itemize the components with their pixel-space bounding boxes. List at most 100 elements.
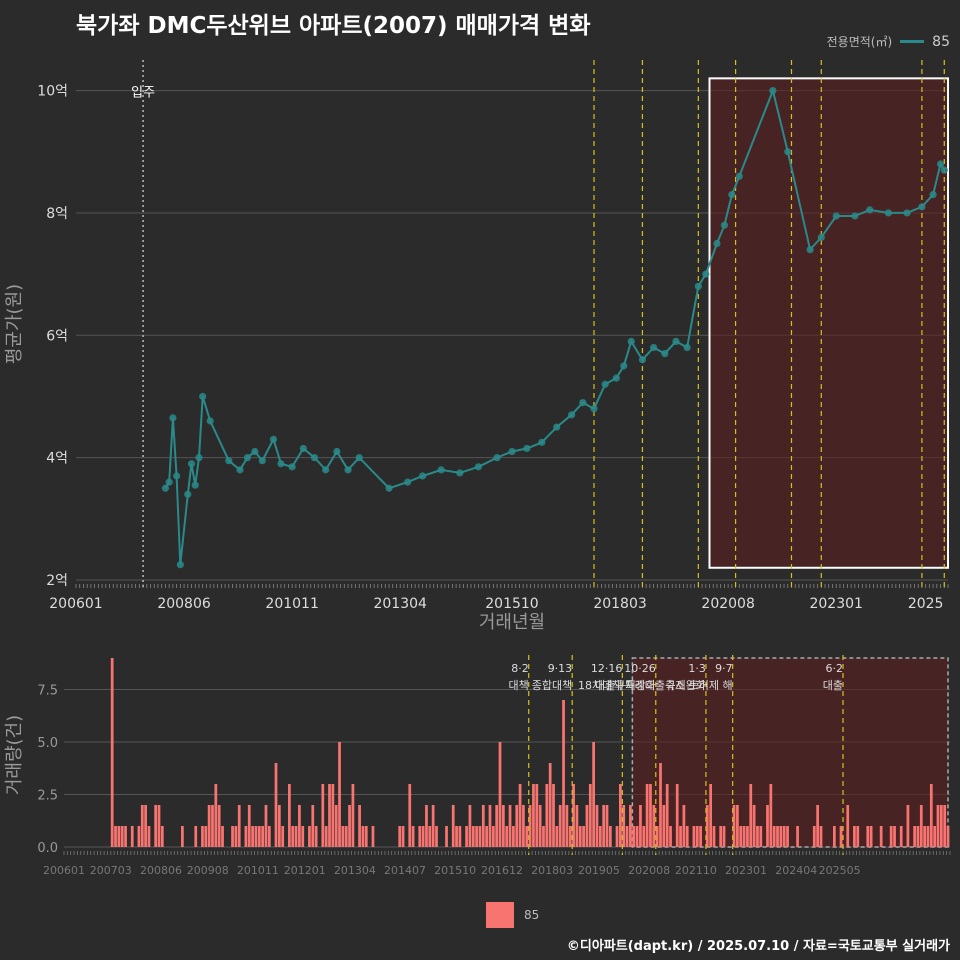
volume-bar: [933, 826, 937, 847]
volume-bar: [344, 826, 348, 847]
volume-bar: [562, 700, 565, 847]
volume-bar: [301, 826, 305, 847]
policy-date-label: 8·2: [511, 662, 529, 675]
volume-bar: [705, 805, 709, 847]
bottom-x-tick-label: 201803: [531, 864, 573, 877]
volume-bar: [572, 784, 575, 847]
price-point: [918, 203, 926, 211]
move-in-label: 입주: [131, 86, 155, 101]
volume-bar: [341, 826, 345, 847]
volume-bar: [929, 784, 933, 847]
volume-bar: [538, 805, 542, 847]
top-y-tick-label: 10억: [37, 84, 68, 100]
policy-name-label: 규제완화: [665, 679, 705, 692]
volume-bar: [853, 826, 856, 847]
volume-bar: [331, 784, 335, 847]
bottom-x-tick-label: 201407: [384, 864, 426, 877]
volume-bar: [207, 805, 211, 847]
volume-bar: [324, 826, 328, 847]
top-x-tick-label: 200806: [157, 596, 211, 612]
volume-bar: [578, 826, 582, 847]
volume-bar: [518, 784, 522, 847]
volume-bar: [832, 826, 836, 847]
volume-bar: [659, 763, 662, 847]
policy-date-label: 10·26: [624, 662, 656, 675]
volume-bar: [879, 826, 883, 847]
volume-bar: [194, 826, 198, 847]
price-point: [769, 86, 777, 95]
volume-bar: [257, 826, 261, 847]
volume-bar: [267, 826, 271, 847]
legend-bottom: 85: [486, 902, 539, 928]
volume-bar: [592, 742, 595, 847]
price-point: [299, 444, 307, 453]
volume-bar: [635, 826, 639, 847]
volume-bar: [769, 784, 773, 847]
price-point: [176, 561, 184, 569]
volume-bar: [923, 826, 926, 847]
volume-bar: [498, 742, 502, 847]
volume-bar: [916, 826, 920, 847]
price-point: [165, 478, 173, 486]
volume-bar: [451, 805, 455, 847]
volume-bar: [468, 805, 472, 847]
price-point: [173, 472, 181, 480]
volume-bar: [772, 826, 776, 847]
volume-bar: [217, 805, 221, 847]
top-x-tick-label: 201011: [265, 596, 318, 612]
price-point: [832, 212, 840, 220]
price-point: [243, 454, 252, 462]
highlight-region: [708, 77, 949, 569]
volume-bar: [425, 805, 428, 847]
volume-bar: [308, 826, 311, 847]
volume-bar: [321, 784, 325, 847]
volume-bar: [608, 826, 612, 847]
price-point: [903, 209, 911, 217]
price-point: [884, 209, 892, 217]
price-point: [713, 239, 721, 248]
volume-bar: [398, 826, 402, 847]
price-point: [683, 343, 691, 352]
volume-bar: [565, 805, 569, 847]
volume-bar: [501, 805, 505, 847]
volume-bar: [699, 826, 702, 847]
volume-bar: [555, 826, 559, 847]
volume-bar: [545, 784, 549, 847]
volume-bar: [401, 826, 405, 847]
top-x-tick-label: 201304: [373, 596, 427, 612]
volume-bar: [455, 826, 458, 847]
price-point: [650, 343, 658, 352]
volume-bar: [869, 826, 873, 847]
volume-bar: [475, 826, 478, 847]
policy-name-label: 특례대출축소 토허제 해: [624, 678, 732, 692]
price-point: [638, 356, 647, 364]
credit-text: ©디아파트(dapt.kr) / 2025.07.10 / 자료=국토교통부 실…: [566, 939, 950, 954]
price-point: [206, 417, 214, 425]
volume-bar: [649, 784, 652, 847]
volume-bar: [251, 826, 254, 847]
volume-bar: [669, 826, 672, 847]
volume-bar: [532, 784, 535, 847]
price-point: [508, 447, 516, 456]
volume-bar: [712, 826, 716, 847]
volume-bar: [234, 826, 238, 847]
price-point: [694, 282, 702, 290]
price-point: [929, 190, 937, 199]
bottom-x-tick-label: 200806: [140, 864, 182, 877]
volume-bar: [311, 805, 315, 847]
volume-bar: [625, 826, 629, 847]
legend-top: 전용면적(㎡) 85: [827, 33, 950, 50]
price-point: [310, 454, 319, 462]
price-point: [817, 233, 825, 242]
price-point: [251, 447, 259, 456]
top-x-tick-label: 202301: [809, 596, 862, 612]
volume-bar: [588, 784, 592, 847]
price-point: [672, 337, 680, 346]
volume-bar: [736, 805, 739, 847]
volume-bar: [919, 805, 923, 847]
volume-bar: [939, 805, 943, 847]
price-point: [627, 337, 635, 346]
volume-bar: [264, 805, 268, 847]
price-point: [661, 350, 669, 358]
volume-bar: [719, 826, 723, 847]
